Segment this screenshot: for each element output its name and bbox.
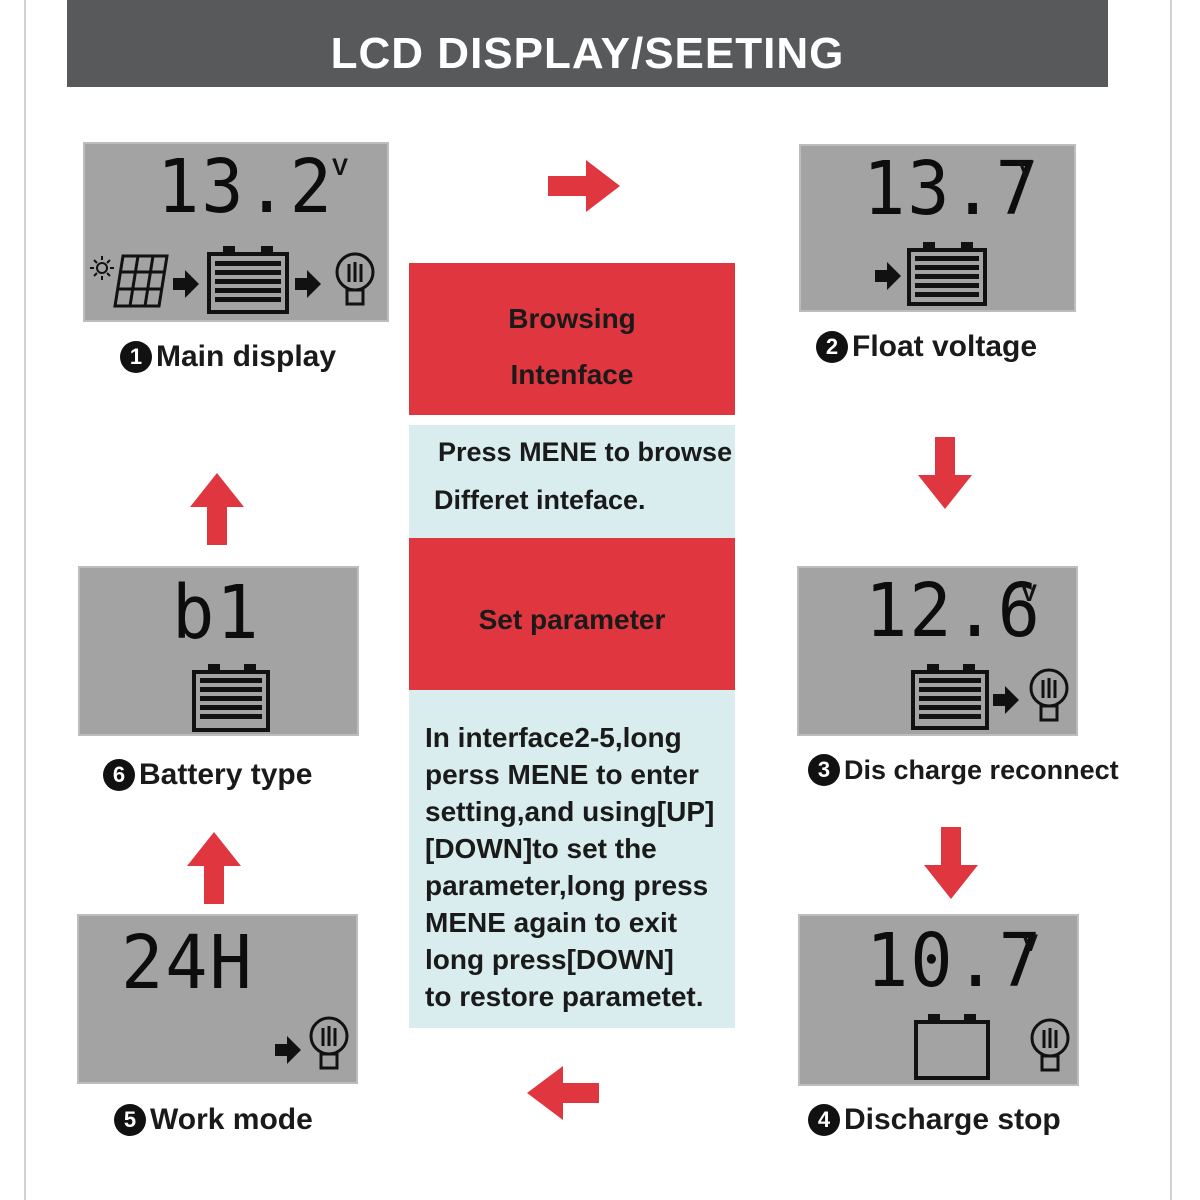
panel-label-text: Float voltage: [852, 330, 1038, 363]
set-desc-line: [DOWN]to set the: [425, 833, 657, 864]
step-number: 4: [808, 1104, 840, 1136]
flow-arrow-icon: [993, 686, 1019, 714]
panel-label-text: Discharge stop: [844, 1103, 1061, 1136]
flow-arrow-right: [548, 160, 620, 212]
step-number: 3: [808, 754, 840, 786]
flow-arrow-icon: [295, 270, 321, 298]
lcd-reading: 12.6: [865, 568, 1042, 654]
unit-label: V: [1022, 930, 1039, 957]
flow-arrow-icon: [875, 262, 901, 290]
set-desc-line: long press[DOWN]: [425, 944, 674, 975]
set-desc-line: parameter,long press: [425, 870, 709, 901]
frame-left-line: [24, 0, 26, 1200]
lcd-reading: 24H: [121, 920, 254, 1006]
set-desc-line: to restore parametet.: [425, 981, 704, 1012]
battery-icon: [192, 664, 270, 732]
battery-icon: [911, 664, 989, 730]
unit-label: V: [1018, 156, 1035, 183]
flow-arrow-left: [527, 1066, 599, 1120]
set-desc-line: In interface2-5,long: [425, 722, 682, 753]
battery-icon: [207, 246, 289, 314]
panel-label-discharge-reconnect: 3 Dis charge reconnect: [808, 754, 1119, 786]
set-parameter-description-box: In interface2-5,long perss MENE to enter…: [409, 690, 735, 1028]
panel-label-text: Work mode: [150, 1103, 313, 1136]
set-desc-line: MENE again to exit: [425, 907, 678, 938]
lcd-discharge-stop: 10.7 V: [798, 914, 1079, 1086]
panel-label-text: Main display: [156, 340, 337, 373]
solar-panel-icon: [113, 254, 169, 308]
step-number: 6: [103, 759, 135, 791]
panel-label-text: Dis charge reconnect: [844, 754, 1119, 785]
battery-icon: [907, 242, 987, 306]
lcd-reading: b1: [172, 570, 261, 656]
set-parameter-box: Set parameter: [409, 538, 735, 690]
browsing-title-line1: Browsing: [508, 303, 636, 334]
empty-battery-icon: [914, 1014, 990, 1080]
lcd-reading: 13.2: [157, 144, 334, 230]
lcd-float-voltage: 13.7 V: [799, 144, 1076, 312]
flow-arrow-up: [187, 832, 241, 904]
panel-label-main-display: 1 Main display: [120, 340, 336, 374]
lamp-bulb-icon: [309, 1016, 349, 1070]
lcd-reading: 13.7: [863, 146, 1040, 232]
flow-arrow-down: [924, 827, 978, 899]
flow-arrow-icon: [173, 270, 199, 298]
browsing-desc-line1: Press MENE to browse: [438, 437, 733, 467]
set-parameter-title: Set parameter: [478, 604, 666, 635]
browsing-interface-box: Browsing Intenface: [409, 263, 735, 415]
flow-arrow-down: [918, 437, 972, 509]
panel-label-text: Battery type: [139, 758, 313, 791]
browsing-title-line2: Intenface: [510, 359, 634, 390]
sun-icon: [90, 256, 114, 280]
panel-label-battery-type: 6 Battery type: [103, 758, 312, 792]
flow-arrow-up: [190, 473, 244, 545]
panel-label-float-voltage: 2 Float voltage: [816, 330, 1037, 364]
step-number: 5: [114, 1104, 146, 1136]
lcd-main-display: 13.2 V: [83, 142, 389, 322]
lamp-bulb-icon: [335, 252, 375, 306]
lcd-reading: 10.7: [866, 918, 1043, 1004]
unit-label: V: [332, 154, 349, 181]
lamp-bulb-icon: [1030, 1018, 1070, 1072]
set-desc-line: setting,and using[UP]: [425, 796, 715, 827]
frame-right-line: [1170, 0, 1172, 1200]
page-title: LCD DISPLAY/SEETING: [330, 29, 845, 78]
lamp-bulb-icon: [1029, 668, 1069, 722]
page-header: LCD DISPLAY/SEETING: [67, 0, 1108, 87]
browsing-description-box: Press MENE to browse Differet inteface.: [409, 425, 735, 538]
browsing-desc-line2: Differet inteface.: [434, 485, 646, 515]
step-number: 2: [816, 331, 848, 363]
flow-arrow-icon: [275, 1036, 301, 1064]
panel-label-discharge-stop: 4 Discharge stop: [808, 1103, 1061, 1137]
lcd-work-mode: 24H: [77, 914, 358, 1084]
lcd-discharge-reconnect: 12.6 V: [797, 566, 1078, 736]
unit-label: V: [1021, 580, 1038, 607]
set-desc-line: perss MENE to enter: [425, 759, 699, 790]
step-number: 1: [120, 341, 152, 373]
lcd-battery-type: b1: [78, 566, 359, 736]
panel-label-work-mode: 5 Work mode: [114, 1103, 313, 1137]
